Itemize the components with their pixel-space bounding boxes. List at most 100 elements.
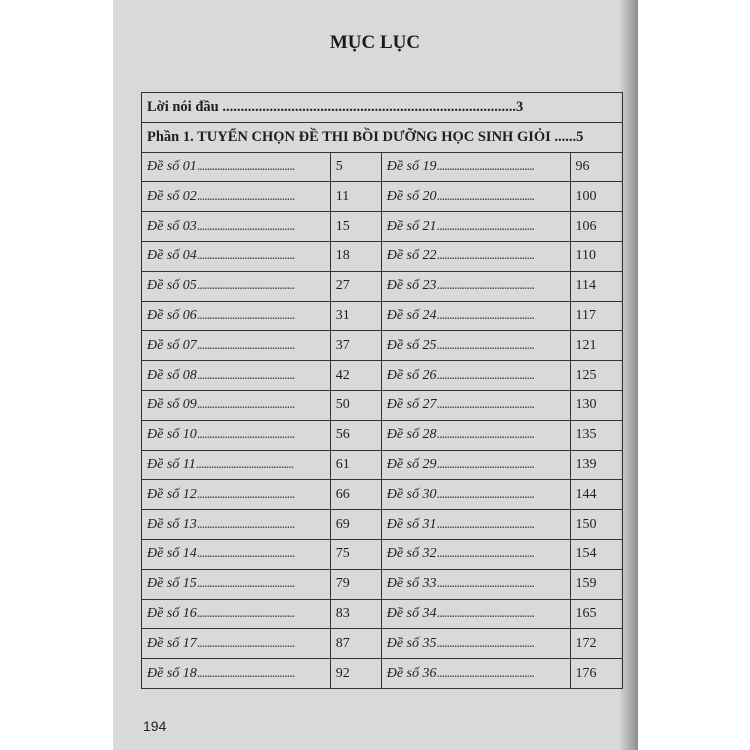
entry-page: 159: [569, 568, 623, 600]
entry-page: 117: [569, 300, 623, 332]
entry-label-cell: Đề số 17................................…: [141, 628, 331, 660]
leader-dots: .......................................: [436, 337, 535, 353]
leader-dots: .......................................: [196, 337, 295, 353]
entry-label-cell: Đề số 15................................…: [141, 568, 331, 600]
entry-label-cell: Đề số 22................................…: [380, 240, 571, 272]
leader-dots: .......................................: [196, 665, 295, 681]
toc-row: Đề số 04................................…: [141, 240, 623, 272]
leader-dots: .......................................: [196, 546, 295, 562]
entry-label: Đề số 14: [147, 546, 197, 562]
entry-page: 37: [329, 330, 382, 362]
entry-label-cell: Đề số 16................................…: [141, 598, 331, 630]
toc-row: Đề số 05................................…: [141, 270, 623, 302]
leader-dots: ......: [554, 128, 577, 145]
entry-label: Đề số 35: [386, 635, 437, 651]
toc-row: Đề số 16................................…: [141, 598, 623, 630]
entry-page: 114: [569, 270, 623, 302]
entry-label-cell: Đề số 04................................…: [141, 240, 331, 272]
entry-label-cell: Đề số 19................................…: [380, 151, 571, 183]
entry-label-cell: Đề số 18................................…: [141, 658, 331, 689]
toc-row: Đề số 06................................…: [141, 300, 623, 332]
entry-label-cell: Đề số 20................................…: [380, 181, 571, 213]
entry-label-cell: Đề số 09................................…: [141, 389, 331, 421]
entry-label-cell: Đề số 10................................…: [141, 419, 331, 451]
entry-page: 27: [329, 270, 382, 302]
leader-dots: .......................................: [196, 427, 295, 443]
entry-page: 83: [329, 598, 382, 630]
leader-dots: .......................................: [436, 665, 535, 681]
leader-dots: .......................................: [195, 456, 294, 472]
toc-row-intro: Lời nói đầu ............................…: [141, 92, 623, 123]
leader-dots: .......................................: [436, 397, 535, 413]
entry-label: Đề số 32: [386, 546, 437, 562]
entry-label: Đề số 11: [147, 456, 196, 472]
page-edge-shadow: [620, 0, 638, 750]
leader-dots: .......................................: [436, 367, 535, 383]
entry-page: 31: [329, 300, 382, 332]
toc-row: Đề số 17................................…: [141, 628, 623, 660]
toc-row: Đề số 10................................…: [141, 419, 623, 451]
entry-page: 135: [569, 419, 623, 451]
entry-label-cell: Đề số 08................................…: [141, 360, 331, 391]
toc-row: Đề số 14................................…: [141, 538, 623, 570]
toc-row: Đề số 15................................…: [141, 568, 623, 600]
toc-row: Đề số 02................................…: [141, 181, 623, 213]
toc-row: Đề số 13................................…: [141, 509, 623, 540]
entry-label: Đề số 25: [386, 337, 437, 353]
entry-page: 100: [569, 181, 623, 213]
entry-label: Đề số 17: [147, 635, 197, 651]
leader-dots: .......................................: [436, 516, 535, 532]
entry-label: Đề số 22: [386, 248, 437, 264]
entry-label: Đề số 36: [386, 665, 437, 681]
table-of-contents: Lời nói đầu ............................…: [141, 92, 623, 689]
entry-page: 106: [569, 211, 623, 242]
entry-label: Đề số 21: [386, 218, 437, 234]
entry-label-cell: Đề số 03................................…: [141, 211, 331, 242]
leader-dots: .......................................: [436, 546, 535, 562]
entry-page: 176: [569, 658, 623, 689]
intro-page: 3: [515, 98, 524, 115]
entry-label: Đề số 01: [147, 158, 197, 174]
toc-row-part: Phần 1. TUYỂN CHỌN ĐỀ THI BỒI DƯỠNG HỌC …: [141, 121, 623, 153]
entry-label: Đề số 19: [386, 158, 437, 174]
entry-label-cell: Đề số 31................................…: [380, 509, 571, 540]
entry-page: 150: [569, 509, 623, 540]
page-title: MỤC LỤC: [329, 32, 421, 53]
entry-page: 18: [329, 240, 382, 272]
entry-page: 139: [569, 449, 623, 481]
entry-label-cell: Đề số 05................................…: [141, 270, 331, 302]
entry-label: Đề số 33: [386, 576, 437, 592]
entry-label: Đề số 16: [147, 605, 197, 621]
entry-page: 144: [569, 479, 623, 511]
intro-label: Lời nói đầu: [147, 98, 219, 115]
toc-row: Đề số 03................................…: [141, 211, 623, 242]
entry-page: 5: [329, 151, 382, 183]
leader-dots: .......................................: [196, 307, 295, 323]
entry-label: Đề số 02: [147, 188, 197, 204]
entry-label-cell: Đề số 02................................…: [141, 181, 331, 213]
entry-page: 11: [329, 181, 382, 213]
entry-label-cell: Đề số 27................................…: [380, 389, 571, 421]
entry-page: 56: [329, 419, 382, 451]
leader-dots: .......................................: [196, 397, 295, 413]
leader-dots: .......................................: [196, 158, 295, 174]
leader-dots: .......................................: [196, 188, 295, 204]
entry-page: 92: [329, 658, 382, 689]
entry-label: Đề số 28: [386, 427, 437, 443]
entry-label-cell: Đề số 29................................…: [380, 449, 571, 481]
page-number: 194: [143, 718, 167, 734]
leader-dots: .......................................: [436, 278, 535, 294]
entry-label: Đề số 30: [386, 486, 437, 502]
entry-label: Đề số 31: [386, 516, 437, 532]
entry-page: 130: [569, 389, 623, 421]
toc-row: Đề số 11................................…: [141, 449, 623, 481]
part-label: Phần 1. TUYỂN CHỌN ĐỀ THI BỒI DƯỠNG HỌC …: [147, 128, 551, 145]
leader-dots: .......................................: [436, 218, 535, 234]
entry-page: 79: [329, 568, 382, 600]
entry-label: Đề số 12: [147, 486, 197, 502]
entry-label-cell: Đề số 12................................…: [141, 479, 331, 511]
entry-page: 75: [329, 538, 382, 570]
entry-label: Đề số 23: [386, 278, 437, 294]
toc-row: Đề số 18................................…: [141, 658, 623, 689]
leader-dots: .......................................: [196, 486, 295, 502]
